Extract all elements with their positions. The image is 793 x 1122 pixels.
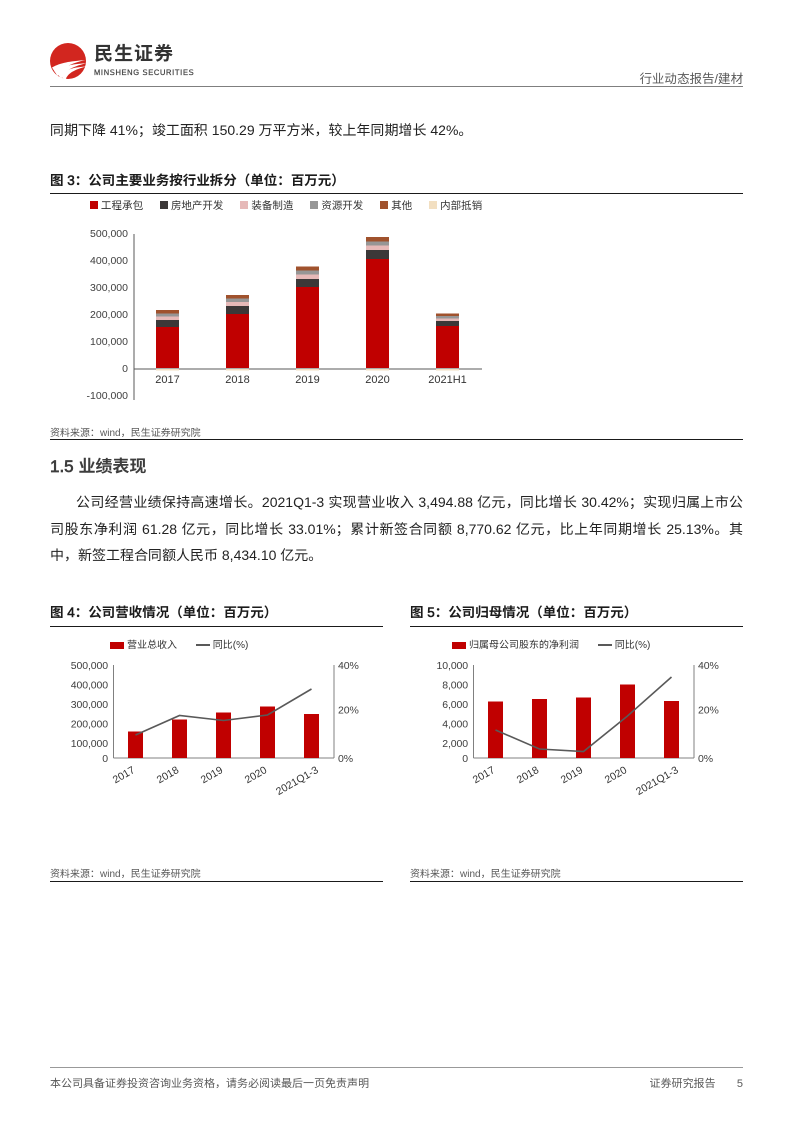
svg-text:4,000: 4,000 bbox=[442, 720, 468, 731]
svg-text:2021Q1-3: 2021Q1-3 bbox=[274, 764, 321, 798]
svg-text:2021H1: 2021H1 bbox=[428, 374, 467, 386]
svg-text:500,000: 500,000 bbox=[90, 228, 128, 240]
svg-text:2018: 2018 bbox=[515, 764, 541, 786]
svg-text:200,000: 200,000 bbox=[90, 309, 128, 321]
svg-text:200,000: 200,000 bbox=[71, 720, 108, 731]
svg-text:2020: 2020 bbox=[603, 764, 629, 786]
svg-text:2020: 2020 bbox=[243, 764, 269, 786]
svg-text:100,000: 100,000 bbox=[71, 739, 108, 750]
svg-text:2018: 2018 bbox=[225, 374, 249, 386]
svg-text:2019: 2019 bbox=[295, 374, 319, 386]
svg-text:2,000: 2,000 bbox=[442, 739, 468, 750]
svg-text:20%: 20% bbox=[338, 706, 359, 717]
svg-text:6,000: 6,000 bbox=[442, 700, 468, 711]
svg-text:0: 0 bbox=[462, 754, 468, 765]
svg-text:2019: 2019 bbox=[559, 764, 585, 786]
svg-text:0: 0 bbox=[122, 363, 128, 375]
svg-text:2021Q1-3: 2021Q1-3 bbox=[634, 764, 681, 798]
svg-text:0%: 0% bbox=[338, 754, 353, 765]
svg-text:0: 0 bbox=[102, 754, 108, 765]
svg-text:400,000: 400,000 bbox=[90, 255, 128, 267]
svg-text:500,000: 500,000 bbox=[71, 661, 108, 672]
svg-text:400,000: 400,000 bbox=[71, 681, 108, 692]
svg-text:2020: 2020 bbox=[365, 374, 389, 386]
svg-text:40%: 40% bbox=[698, 661, 719, 672]
svg-text:2017: 2017 bbox=[111, 764, 137, 786]
svg-text:40%: 40% bbox=[338, 661, 359, 672]
svg-text:8,000: 8,000 bbox=[442, 681, 468, 692]
svg-text:300,000: 300,000 bbox=[71, 700, 108, 711]
svg-text:20%: 20% bbox=[698, 706, 719, 717]
svg-text:10,000: 10,000 bbox=[437, 661, 469, 672]
svg-text:0%: 0% bbox=[698, 754, 713, 765]
svg-text:100,000: 100,000 bbox=[90, 336, 128, 348]
svg-text:2019: 2019 bbox=[199, 764, 225, 786]
svg-text:300,000: 300,000 bbox=[90, 282, 128, 294]
svg-text:2017: 2017 bbox=[155, 374, 179, 386]
svg-text:2018: 2018 bbox=[155, 764, 181, 786]
svg-text:-100,000: -100,000 bbox=[87, 390, 129, 400]
svg-text:2017: 2017 bbox=[471, 764, 497, 786]
